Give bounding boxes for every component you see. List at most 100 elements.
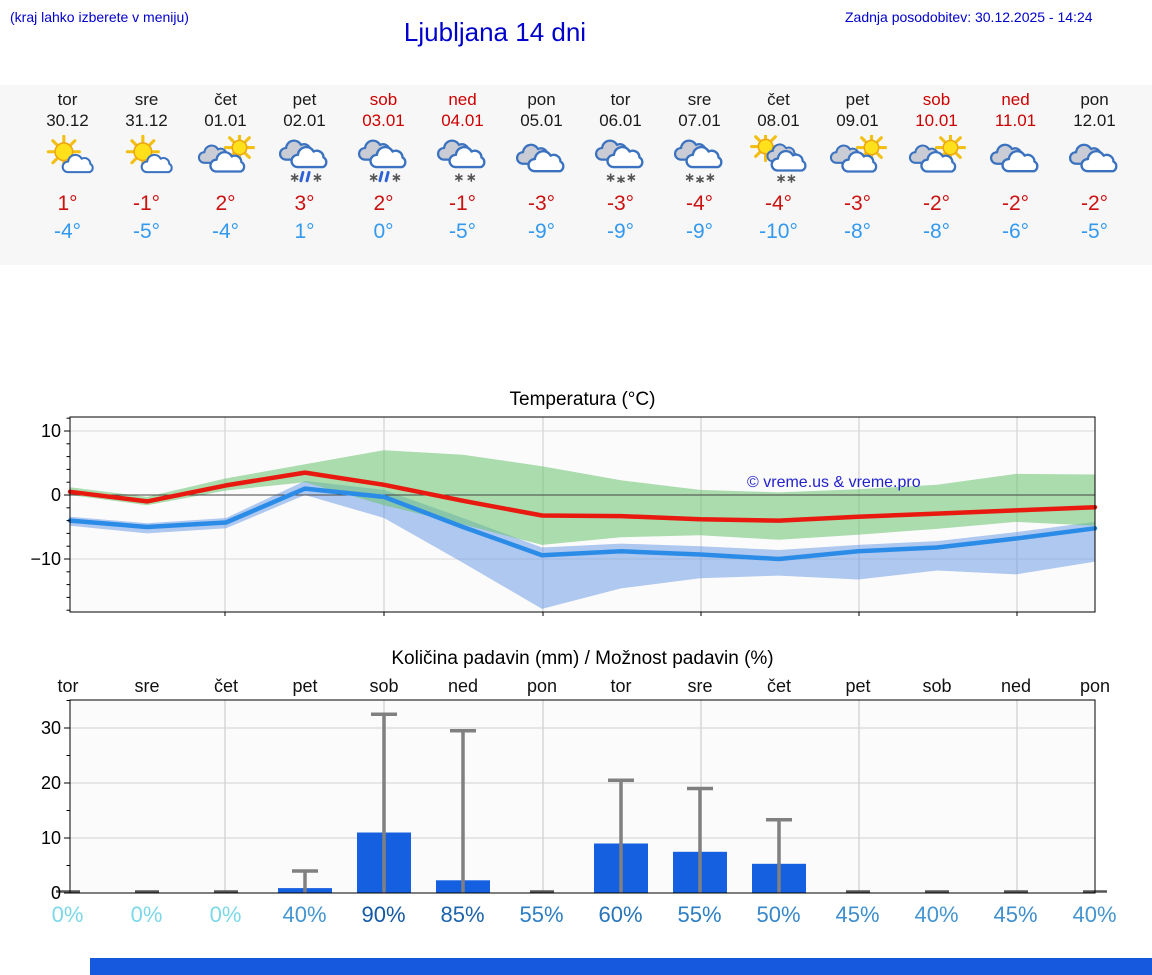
weather-icon-cell (818, 132, 897, 186)
precip-day-label: ned (448, 676, 478, 696)
day-name: čet (767, 90, 790, 109)
weather-icon-cell (502, 132, 581, 186)
location-hint: (kraj lahko izberete v meniju) (10, 9, 189, 25)
day-name: pon (1080, 90, 1109, 109)
day-date: 06.01 (599, 111, 642, 130)
precipitation-probability: 0% (130, 902, 163, 927)
weather-icon-cell (186, 132, 265, 186)
high-temperature: 3° (294, 192, 315, 215)
forecast-day-column: pet 02.01 3° 1° (265, 89, 344, 246)
weather-icon-cell (265, 132, 344, 186)
weather-icon-cell (581, 132, 660, 186)
forecast-day-column: tor 06.01 -3° -9° (581, 89, 660, 246)
line-min-temperature (67, 486, 1098, 562)
day-date: 30.12 (46, 111, 89, 130)
precipitation-probability: 40% (914, 902, 959, 927)
cloud-sun-icon (197, 135, 255, 173)
day-name: pet (292, 90, 317, 109)
precipitation-chart-title: Količina padavin (mm) / Možnost padavin … (391, 648, 774, 669)
day-date: 07.01 (678, 111, 721, 130)
high-temperature: 2° (215, 192, 236, 215)
page-title: Ljubljana 14 dni (403, 17, 587, 47)
forecast-day-column: tor 30.12 1° -4° (28, 89, 107, 246)
cloudy-icon (515, 143, 564, 173)
day-name: pon (527, 90, 556, 109)
band-min-temperature-range (70, 480, 1095, 609)
sun-cloud-icon (46, 135, 94, 174)
low-temperature: 0° (373, 220, 394, 243)
low-temperature: -5° (448, 220, 477, 243)
precipitation-probability-row: 0% 0% 0% 40% 90% 85% 55% 60% 55% 50% 45% 40% 45% 40% (28, 900, 1134, 930)
precip-day-label: pon (1080, 676, 1110, 696)
day-name: sre (134, 90, 159, 109)
forecast-day-column: ned 11.01 -2° -6° (976, 89, 1055, 246)
day-date: 09.01 (836, 111, 879, 130)
precipitation-chart: tor sre čet pet sob ned pon tor sre čet pet sob ned p… (41, 676, 1110, 900)
cloud-sun-icon (829, 135, 887, 173)
sun-snow-icon (749, 135, 807, 183)
svg-text:0: 0 (51, 485, 61, 505)
svg-text:20: 20 (41, 773, 61, 793)
day-name: pet (845, 90, 870, 109)
snow2-icon (436, 139, 485, 182)
precip-day-label: sre (687, 676, 712, 696)
sun-cloud-icon (125, 135, 173, 174)
line-max-temperature (67, 470, 1098, 523)
precip-day-label: sob (922, 676, 951, 696)
low-temperature: -4° (211, 220, 240, 243)
precip-day-label: čet (767, 676, 791, 696)
forecast-day-column: pon 12.01 -2° -5° (1055, 89, 1134, 246)
low-temperature: -8° (922, 220, 951, 243)
temperature-chart: 10 0 −10 © vreme.us & vreme.pro (30, 416, 1098, 616)
high-temperature: -4° (764, 192, 793, 215)
sleet-icon (278, 139, 327, 183)
high-temperature: -3° (843, 192, 872, 215)
day-date: 31.12 (125, 111, 168, 130)
precip-day-label: ned (1001, 676, 1031, 696)
low-temperature: -5° (132, 220, 161, 243)
low-temperature: 1° (294, 220, 315, 243)
precipitation-probability: 40% (1072, 902, 1117, 927)
watermark-link[interactable]: © vreme.us & vreme.pro (747, 474, 921, 491)
svg-text:−10: −10 (30, 549, 61, 569)
precipitation-probability: 60% (598, 902, 643, 927)
day-name: ned (1001, 90, 1030, 109)
low-temperature: -5° (1080, 220, 1109, 243)
precipitation-probability: 0% (209, 902, 242, 927)
forecast-day-column: sob 03.01 2° 0° (344, 89, 423, 246)
svg-text:0: 0 (51, 883, 61, 900)
precip-day-label: sre (134, 676, 159, 696)
high-temperature: -4° (685, 192, 714, 215)
precipitation-probability: 55% (519, 902, 564, 927)
cloudy-icon (1068, 143, 1117, 173)
forecast-day-column: sre 07.01 -4° -9° (660, 89, 739, 246)
cloudy-icon (989, 143, 1038, 173)
snow3-icon (673, 139, 722, 183)
last-update-timestamp: Zadnja posodobitev: 30.12.2025 - 14:24 (845, 9, 1093, 25)
snow3-icon (594, 139, 643, 183)
forecast-day-column: sob 10.01 -2° -8° (897, 89, 976, 246)
precipitation-probability: 50% (756, 902, 801, 927)
precip-day-label: sob (369, 676, 398, 696)
day-date: 03.01 (362, 111, 405, 130)
low-temperature: -6° (1001, 220, 1030, 243)
weather-icon-cell (28, 132, 107, 186)
precipitation-probability: 55% (677, 902, 722, 927)
precip-day-label: tor (57, 676, 78, 696)
forecast-strip: tor 30.12 1° -4° sre 31.12 -1° -5° čet 01.01 2° -4°… (0, 85, 1152, 265)
day-name: sob (922, 90, 951, 109)
high-temperature: -2° (922, 192, 951, 215)
weather-icon-cell (107, 132, 186, 186)
day-date: 08.01 (757, 111, 800, 130)
high-temperature: 1° (57, 192, 78, 215)
precip-day-label: pet (292, 676, 317, 696)
high-temperature: -3° (527, 192, 556, 215)
svg-text:10: 10 (41, 421, 61, 441)
precip-day-label: pet (845, 676, 870, 696)
forecast-day-column: pet 09.01 -3° -8° (818, 89, 897, 246)
day-date: 01.01 (204, 111, 247, 130)
weather-icon-cell (423, 132, 502, 186)
precipitation-probability: 85% (440, 902, 485, 927)
footer-banner[interactable] (90, 958, 1152, 975)
low-temperature: -9° (685, 220, 714, 243)
